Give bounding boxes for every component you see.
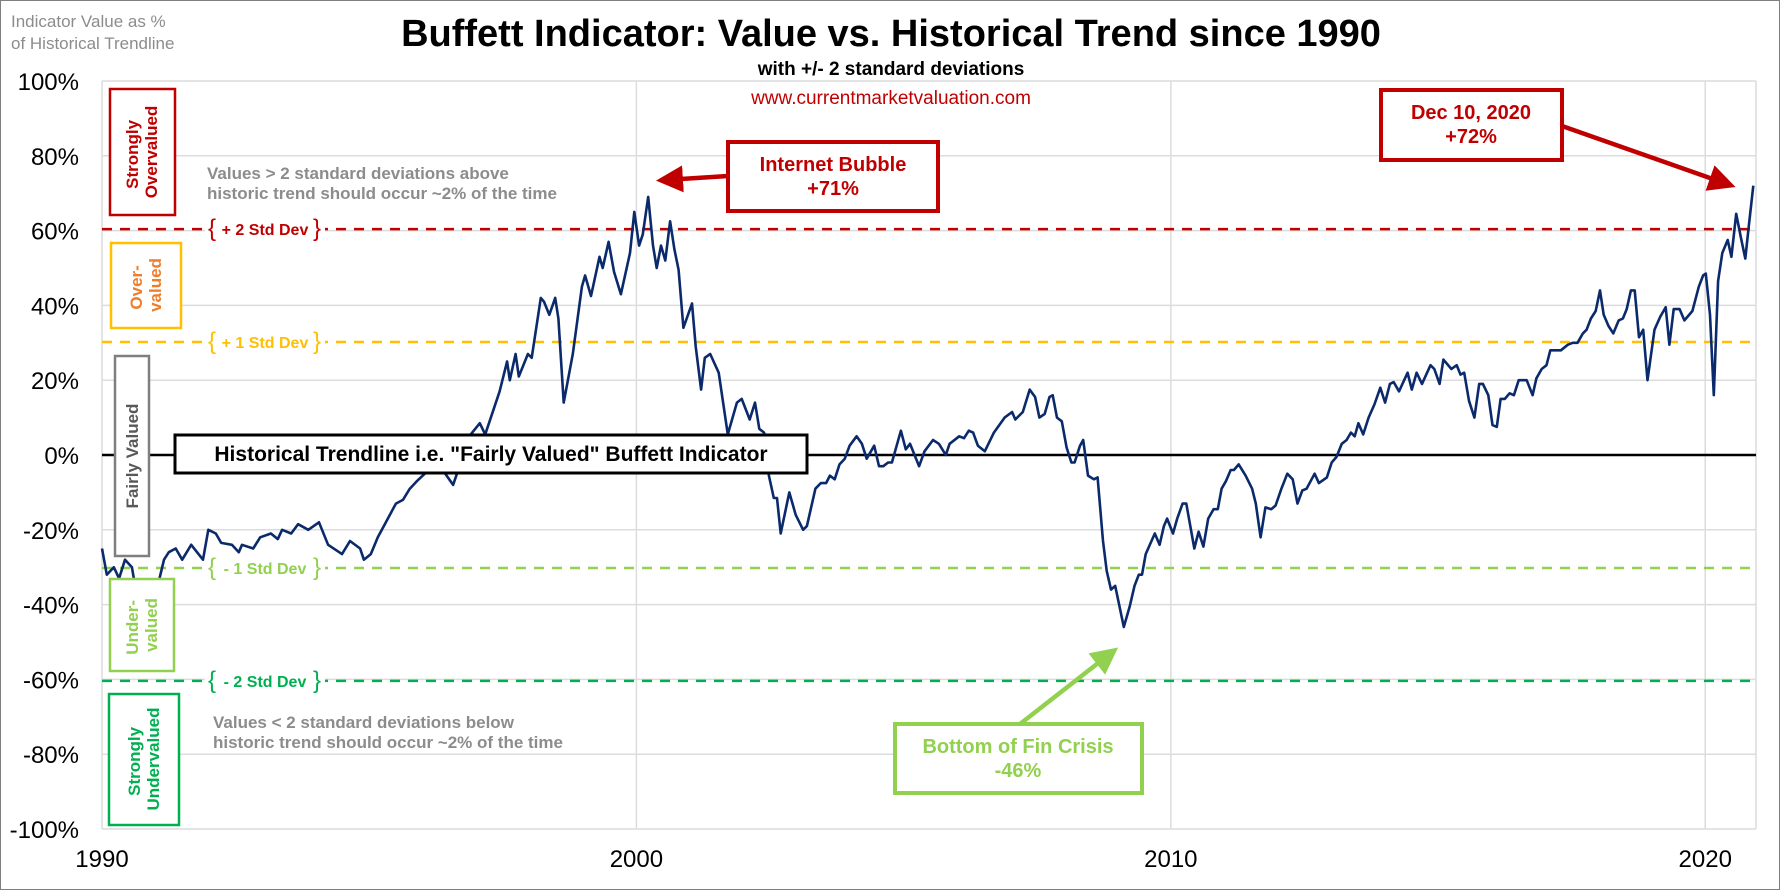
y-tick-label: -100% [10, 817, 79, 844]
source-url: www.currentmarketvaluation.com [750, 88, 1031, 109]
annotation-internet-bubble: Internet Bubble +71% [656, 140, 940, 213]
y-tick-label: 0% [44, 443, 79, 470]
std-dev-line: { - 1 Std Dev} [102, 554, 1756, 581]
trendline-label-box: Historical Trendline i.e. "Fairly Valued… [173, 433, 809, 475]
y-tick-label: -60% [23, 667, 79, 694]
brace-right-icon: } [313, 328, 321, 355]
zone-label: Overvalued [142, 106, 161, 199]
arrow-icon [656, 165, 729, 193]
zone-label: Under- [123, 600, 142, 655]
annotation-fin-crisis: Bottom of Fin Crisis -46% [893, 647, 1144, 795]
chart-title: Buffett Indicator: Value vs. Historical … [401, 13, 1381, 55]
std-dev-label: - 1 Std Dev [224, 561, 307, 578]
y-tick-label: 60% [31, 219, 79, 246]
brace-left-icon: { [208, 554, 216, 581]
brace-left-icon: { [208, 667, 216, 694]
annotation-value: +71% [807, 178, 859, 200]
annotation-latest: Dec 10, 2020 +72% [1379, 88, 1736, 191]
series-line [100, 185, 1755, 629]
zone-label: Undervalued [144, 708, 163, 811]
axis-ticks: 100% 80% 60% 40% 20% 0% -20% -40% -60% -80% -100%1… [10, 69, 1732, 873]
zone-strongly-overvalued: Strongly Overvalued [108, 87, 177, 217]
annotation-title: Internet Bubble [760, 154, 907, 176]
x-tick-label: 2010 [1144, 846, 1197, 873]
zone-overvalued: Over- valued [109, 241, 183, 330]
zone-label: Over- [127, 265, 146, 309]
brace-right-icon: } [313, 215, 321, 242]
zone-label: valued [142, 598, 161, 652]
y-axis-caption-line1: Indicator Value as % [11, 12, 166, 31]
zone-strongly-undervalued: Strongly Undervalued [107, 692, 181, 827]
annotation-title: Dec 10, 2020 [1411, 102, 1531, 124]
arrow-icon [1561, 123, 1736, 191]
y-tick-label: -20% [23, 518, 79, 545]
note-above-line2: historic trend should occur ~2% of the t… [207, 184, 557, 203]
annotation-value: -46% [995, 760, 1042, 782]
y-tick-label: 40% [31, 293, 79, 320]
std-dev-label: + 1 Std Dev [222, 335, 309, 352]
std-dev-line: { - 2 Std Dev} [102, 667, 1756, 694]
annotation-title: Bottom of Fin Crisis [922, 736, 1113, 758]
svg-text:Strongly Overvalued: Strongly Overvalued [123, 106, 161, 199]
y-tick-label: 100% [18, 69, 79, 96]
trendline-label: Historical Trendline i.e. "Fairly Valued… [214, 443, 767, 466]
std-dev-label: + 2 Std Dev [222, 222, 309, 239]
std-dev-line: { + 1 Std Dev} [102, 328, 1756, 356]
y-tick-label: 20% [31, 368, 79, 395]
svg-text:Strongly Undervalued: Strongly Undervalued [125, 708, 163, 811]
svg-text:Under- valued: Under- valued [123, 595, 161, 655]
std-dev-label: - 2 Std Dev [224, 674, 307, 691]
y-tick-label: -40% [23, 593, 79, 620]
zone-undervalued: Under- valued [108, 577, 176, 673]
brace-left-icon: { [208, 328, 216, 355]
arrow-icon [1018, 647, 1119, 726]
zone-label: Strongly [125, 726, 144, 795]
x-tick-label: 2000 [610, 846, 663, 873]
annotation-value: +72% [1445, 126, 1497, 148]
brace-left-icon: { [208, 215, 216, 242]
zone-fairly-valued: Fairly Valued [113, 354, 151, 558]
zone-label: valued [146, 258, 165, 312]
chart-subtitle: with +/- 2 standard deviations [757, 59, 1025, 80]
std-dev-line: { + 2 Std Dev} [102, 215, 1756, 243]
zone-label: Strongly [123, 119, 142, 188]
brace-right-icon: } [313, 554, 321, 581]
brace-right-icon: } [313, 667, 321, 694]
svg-text:Over- valued: Over- valued [127, 258, 165, 312]
y-tick-label: -80% [23, 742, 79, 769]
note-above-line1: Values > 2 standard deviations above [207, 164, 509, 183]
std-dev-lines: {+ 2 Std Dev}{+ 1 Std Dev}{- 1 Std Dev}{… [102, 215, 1756, 694]
svg-text:Fairly Valued: Fairly Valued [123, 404, 142, 509]
note-below-line1: Values < 2 standard deviations below [213, 713, 515, 732]
y-tick-label: 80% [31, 144, 79, 171]
note-below-line2: historic trend should occur ~2% of the t… [213, 733, 563, 752]
x-tick-label: 1990 [75, 846, 128, 873]
zone-label: Fairly Valued [123, 404, 142, 509]
x-tick-label: 2020 [1679, 846, 1732, 873]
y-axis-caption-line2: of Historical Trendline [11, 34, 174, 53]
